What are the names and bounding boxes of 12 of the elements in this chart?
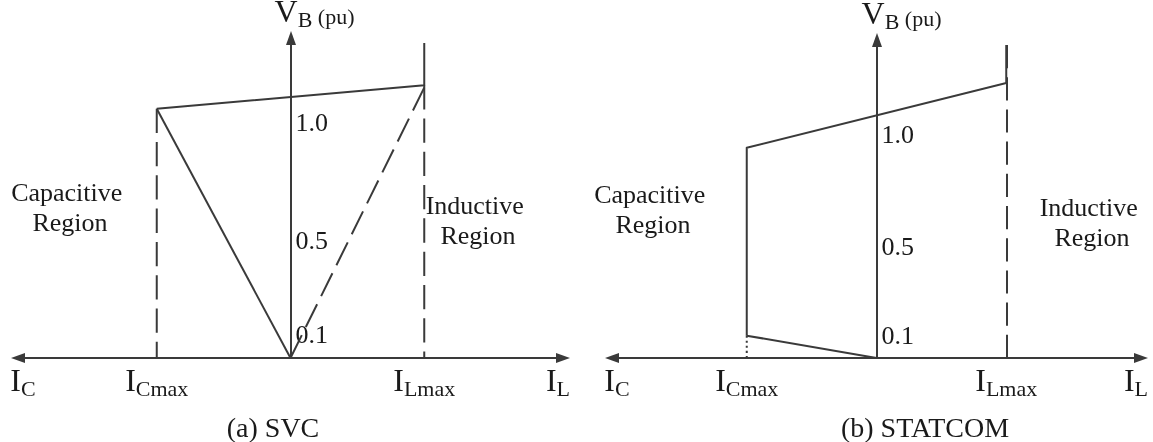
annotation: Inductive Region [425,190,531,250]
y-tick-label: 1.0 [295,108,328,138]
annotation: Capacitive Region [594,179,712,239]
y-tick-label: 0.5 [881,231,914,261]
text: (b) STATCOM [840,411,1010,442]
annotation: Capacitive Region [11,177,129,237]
text: (a) SVC [226,411,320,442]
y-tick-label: 0.1 [881,321,914,351]
y-tick-label: 0.1 [295,319,328,349]
y-tick-label: 0.5 [295,225,328,255]
annotation: Inductive Region [1039,192,1145,252]
y-tick-label: 1.0 [881,119,914,149]
